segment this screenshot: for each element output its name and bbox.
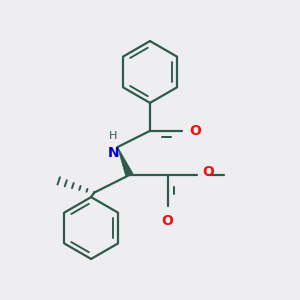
Text: O: O <box>162 214 174 228</box>
Text: N: N <box>107 146 119 160</box>
Polygon shape <box>118 147 133 176</box>
Text: H: H <box>109 130 117 141</box>
Text: O: O <box>189 124 201 138</box>
Text: O: O <box>202 165 214 179</box>
